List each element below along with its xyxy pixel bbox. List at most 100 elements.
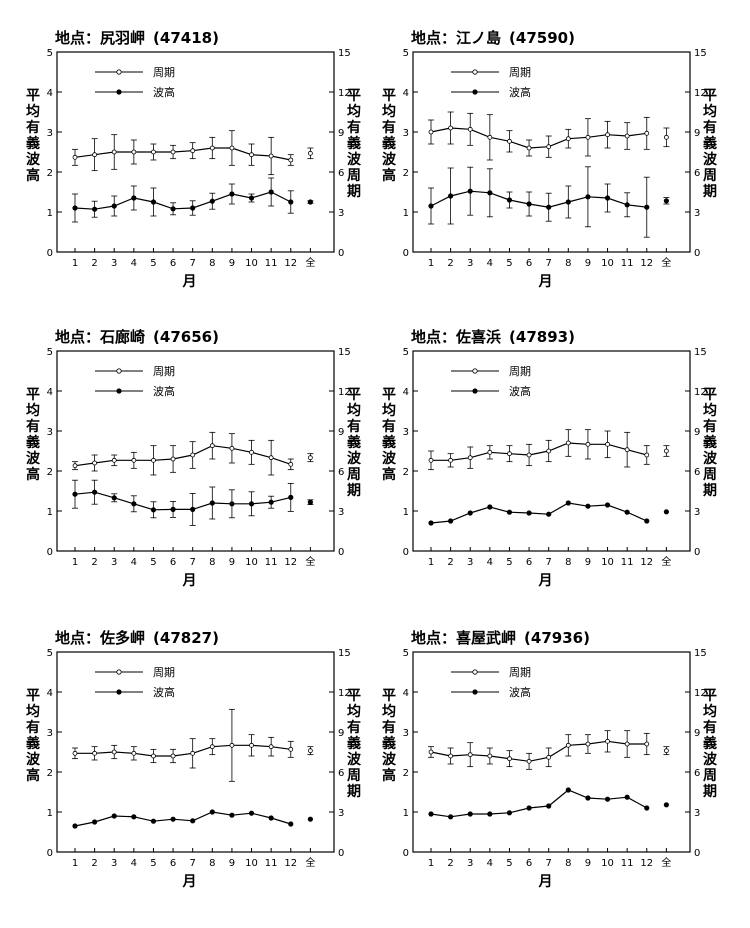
x-tick-label: 8	[209, 258, 215, 269]
period-point	[546, 754, 552, 760]
axis-label-char: 周	[703, 467, 717, 483]
axis-label-char: 平	[26, 387, 40, 403]
period-point	[663, 134, 669, 140]
period-point	[448, 753, 454, 759]
x-tick-label: 5	[150, 258, 156, 269]
right-tick-label: 3	[338, 208, 344, 219]
x-tick-label: 12	[284, 258, 297, 269]
axis-label-char: 期	[703, 784, 717, 800]
legend-marker-height	[116, 689, 122, 695]
axis-label-char: 平	[26, 688, 40, 704]
height-point	[526, 201, 532, 207]
axis-label-char: 波	[26, 450, 41, 467]
height-point	[624, 202, 630, 208]
x-tick-label: 1	[72, 858, 78, 869]
axis-label-char: 均	[382, 703, 396, 720]
left-tick-label: 2	[403, 168, 409, 179]
axis-label-char: 平	[382, 387, 396, 403]
period-point	[151, 753, 156, 759]
height-point	[307, 499, 313, 505]
height-point	[663, 198, 669, 204]
right-tick-label: 0	[338, 547, 344, 558]
x-tick-label: 7	[190, 858, 196, 869]
right-tick-label: 12	[694, 88, 707, 99]
legend-label-height: 波高	[153, 85, 175, 99]
height-point	[546, 204, 552, 210]
right-tick-label: 12	[338, 688, 351, 699]
height-point	[565, 787, 571, 793]
chart-title: 地点：江ノ島 (47590)	[411, 29, 575, 47]
station-code: (47827)	[153, 629, 219, 647]
y-axis-label-left: 平均有義波高平均有義波高	[26, 88, 41, 184]
legend-marker-height	[472, 89, 478, 95]
period-point	[307, 150, 313, 156]
period-point	[565, 440, 571, 446]
axis-label-char: 波	[382, 450, 397, 467]
right-tick-label: 15	[338, 347, 351, 358]
height-point	[663, 802, 669, 808]
period-point	[467, 126, 473, 132]
period-point	[428, 129, 434, 135]
x-tick-label: 9	[229, 557, 235, 568]
legend-label-period: 周期	[509, 666, 531, 679]
period-point	[546, 448, 552, 454]
x-tick-label: 12	[640, 258, 653, 269]
period-point	[209, 744, 215, 750]
axis-label-char: 均	[382, 103, 396, 120]
height-point	[467, 510, 473, 516]
x-tick-label: 12	[640, 557, 653, 568]
axis-label-char: 期	[703, 184, 717, 200]
height-point	[288, 199, 294, 205]
x-tick-label: 3	[467, 557, 473, 568]
x-tick-label: 11	[265, 258, 278, 269]
right-tick-label: 12	[694, 387, 707, 398]
legend-marker-period	[116, 669, 122, 675]
x-axis-label: 月	[182, 573, 197, 589]
left-tick-label: 1	[403, 808, 409, 819]
right-tick-label: 6	[338, 467, 344, 478]
y-axis-label-right: 平均有義波周期平均有義波周期	[703, 387, 718, 499]
left-tick-label: 0	[47, 547, 53, 558]
y-axis-label-right: 平均有義波周期平均有義波周期	[347, 688, 362, 800]
period-point	[190, 148, 196, 154]
height-point	[467, 188, 473, 194]
legend-marker-period	[116, 69, 122, 75]
left-tick-label: 3	[47, 728, 53, 739]
axis-label-char: 高	[26, 167, 40, 184]
height-point	[428, 203, 434, 209]
period-point	[624, 133, 630, 139]
station-name: 江ノ島	[456, 29, 501, 47]
axis-label-char: 均	[703, 103, 717, 120]
height-point	[487, 504, 493, 510]
period-point	[526, 758, 532, 764]
period-point	[448, 125, 454, 131]
x-tick-label: 6	[170, 557, 176, 568]
height-point	[131, 814, 137, 820]
period-point	[190, 750, 196, 756]
x-tick-label: 9	[585, 858, 591, 869]
period-point	[467, 455, 473, 461]
left-tick-label: 4	[47, 88, 53, 99]
period-point	[249, 152, 254, 158]
left-tick-label: 5	[47, 648, 53, 659]
left-tick-label: 2	[403, 768, 409, 779]
axis-label-char: 均	[26, 402, 40, 419]
axis-label-char: 義	[382, 434, 396, 451]
period-point	[249, 449, 254, 455]
height-point	[248, 810, 255, 816]
height-point	[506, 810, 513, 816]
height-point	[229, 812, 235, 818]
axis-label-char: 義	[703, 735, 717, 752]
height-point	[209, 809, 215, 815]
period-point	[644, 452, 650, 458]
height-point	[526, 805, 532, 811]
right-tick-label: 6	[694, 168, 700, 179]
axis-label-char: 義	[382, 135, 396, 152]
x-tick-label: 6	[526, 557, 532, 568]
height-point	[644, 805, 650, 811]
x-tick-label: 全	[661, 856, 671, 869]
legend-label-period: 周期	[509, 365, 531, 378]
right-tick-label: 9	[338, 427, 344, 438]
